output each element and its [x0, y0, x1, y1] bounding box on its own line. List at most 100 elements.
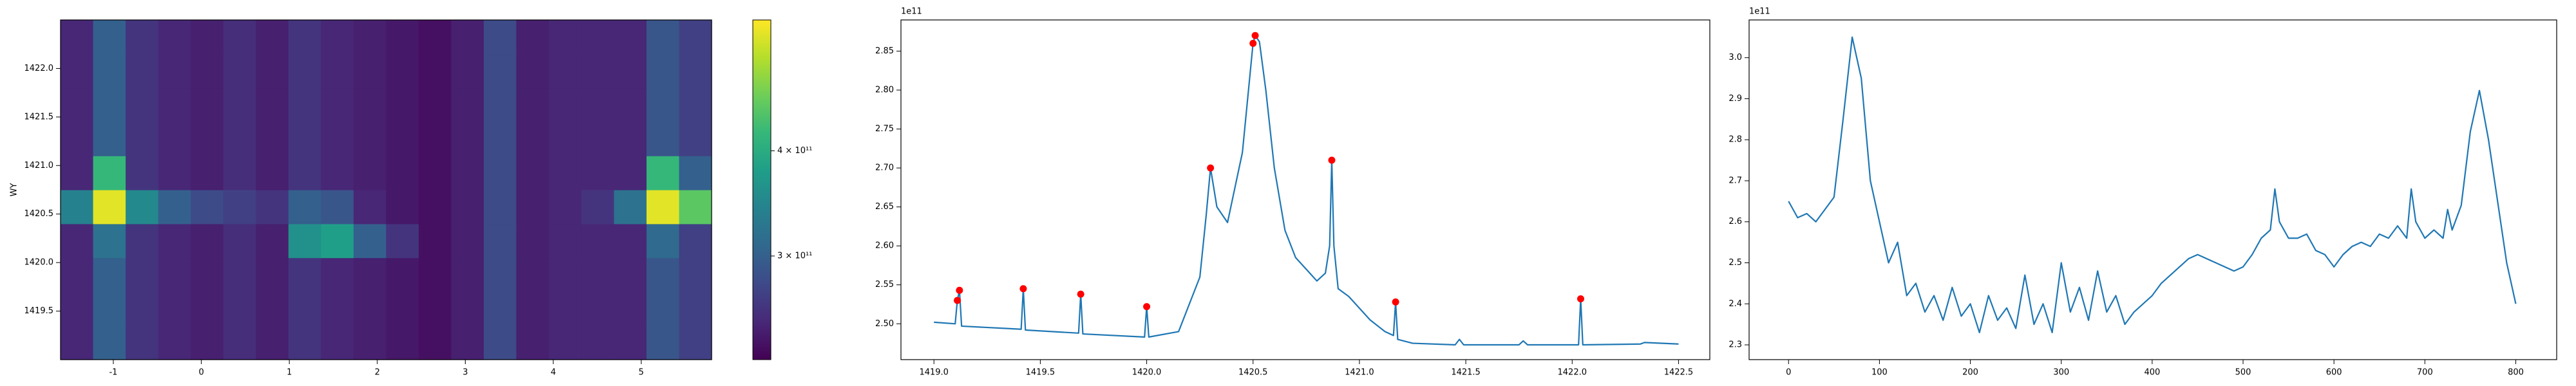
heatmap-cell: [288, 87, 321, 122]
heatmap-cell: [549, 20, 582, 55]
peak-marker: [1249, 39, 1257, 47]
heatmap-cell: [223, 122, 256, 156]
heatmap-cell: [646, 53, 680, 89]
peak-marker: [956, 286, 963, 294]
heatmap-cell: [419, 291, 452, 326]
heatmap-cell: [646, 156, 680, 190]
heatmap-cell: [614, 291, 647, 326]
peak-marker: [1207, 164, 1215, 172]
heatmap-cell: [484, 156, 517, 190]
heatmap-cell: [549, 190, 582, 225]
heatmap-cell: [223, 190, 256, 225]
heatmap-cell: [126, 122, 159, 156]
heatmap-cell: [353, 291, 387, 326]
heatmap-cell: [614, 20, 647, 55]
heatmap-cell: [321, 223, 354, 259]
heatmap-cell: [126, 223, 159, 259]
heatmap-cell: [386, 87, 419, 122]
heatmap-cell: [614, 326, 647, 360]
heatmap-cell: [158, 190, 191, 225]
heatmap-cell: [451, 87, 484, 122]
x-tick-label: -1: [109, 368, 117, 378]
axes-frame: [1748, 19, 2557, 360]
heatmap-cell: [614, 190, 647, 225]
heatmap-cell: [321, 53, 354, 89]
heatmap-cell: [451, 53, 484, 89]
x-tick-label: 200: [1962, 368, 1978, 378]
heatmap-cell: [516, 190, 549, 225]
heatmap-cell: [191, 156, 224, 190]
heatmap-cell: [549, 223, 582, 259]
heatmap-cell: [549, 326, 582, 360]
heatmap-cell: [484, 122, 517, 156]
heatmap-cell: [93, 20, 126, 55]
heatmap-cell: [419, 156, 452, 190]
heatmap-cell: [126, 156, 159, 190]
peak-marker: [954, 297, 961, 304]
heatmap-cell: [126, 53, 159, 89]
heatmap-cell: [353, 53, 387, 89]
heatmap-cell: [158, 257, 191, 292]
heatmap-cell: [126, 326, 159, 360]
heatmap-cell: [158, 291, 191, 326]
heatmap-cell: [581, 20, 614, 55]
heatmap-cell: [158, 223, 191, 259]
x-tick-label: 1422.5: [1664, 368, 1694, 378]
heatmap-cell: [191, 326, 224, 360]
x-tick-label: 1420.0: [1132, 368, 1162, 378]
heatmap: [61, 20, 712, 360]
heatmap-cell: [61, 190, 94, 225]
heatmap-cell: [679, 223, 712, 259]
heatmap-cell: [256, 20, 289, 55]
heatmap-cell: [419, 53, 452, 89]
heatmap-cell: [93, 156, 126, 190]
heatmap-cell: [288, 156, 321, 190]
heatmap-cell: [256, 257, 289, 292]
heatmap-cell: [614, 53, 647, 89]
heatmap-cell: [191, 53, 224, 89]
x-tick-label: 1422.0: [1558, 368, 1587, 378]
heatmap-cell: [646, 223, 680, 259]
heatmap-cell: [614, 122, 647, 156]
heatmap-cell: [288, 291, 321, 326]
heatmap-cell: [451, 291, 484, 326]
peak-marker: [1251, 32, 1259, 39]
heatmap-cell: [191, 223, 224, 259]
heatmap-cell: [419, 122, 452, 156]
heatmap-cell: [353, 87, 387, 122]
heatmap-cell: [679, 53, 712, 89]
heatmap-cell: [646, 20, 680, 55]
heatmap-cell: [549, 122, 582, 156]
heatmap-cell: [549, 291, 582, 326]
heatmap-cell: [93, 53, 126, 89]
heatmap-cell: [288, 257, 321, 292]
heatmap-cell: [256, 326, 289, 360]
heatmap-cell: [484, 223, 517, 259]
x-tick-label: 0: [1786, 368, 1791, 378]
heatmap-cell: [451, 122, 484, 156]
heatmap-cell: [191, 87, 224, 122]
y-tick-label: 1421.5: [24, 112, 54, 122]
heatmap-cell: [191, 20, 224, 55]
heatmap-cell: [223, 87, 256, 122]
heatmap-cell: [256, 122, 289, 156]
heatmap-cell: [646, 326, 680, 360]
heatmap-cell: [158, 326, 191, 360]
heatmap-cell: [126, 190, 159, 225]
heatmap-cell: [321, 156, 354, 190]
heatmap-cell: [386, 156, 419, 190]
heatmap-cell: [223, 223, 256, 259]
heatmap-cell: [646, 87, 680, 122]
heatmap-cell: [158, 53, 191, 89]
heatmap-cell: [353, 156, 387, 190]
heatmap-cell: [549, 156, 582, 190]
heatmap-cell: [646, 122, 680, 156]
x-tick-label: 1421.0: [1345, 368, 1374, 378]
colorbar: [752, 19, 772, 360]
y-tick-label: 2.5: [1728, 258, 1742, 268]
heatmap-cell: [484, 190, 517, 225]
heatmap-cell: [581, 223, 614, 259]
heatmap-cell: [679, 156, 712, 190]
y-offset-label: 1e11: [1749, 7, 1770, 17]
heatmap-cell: [581, 122, 614, 156]
